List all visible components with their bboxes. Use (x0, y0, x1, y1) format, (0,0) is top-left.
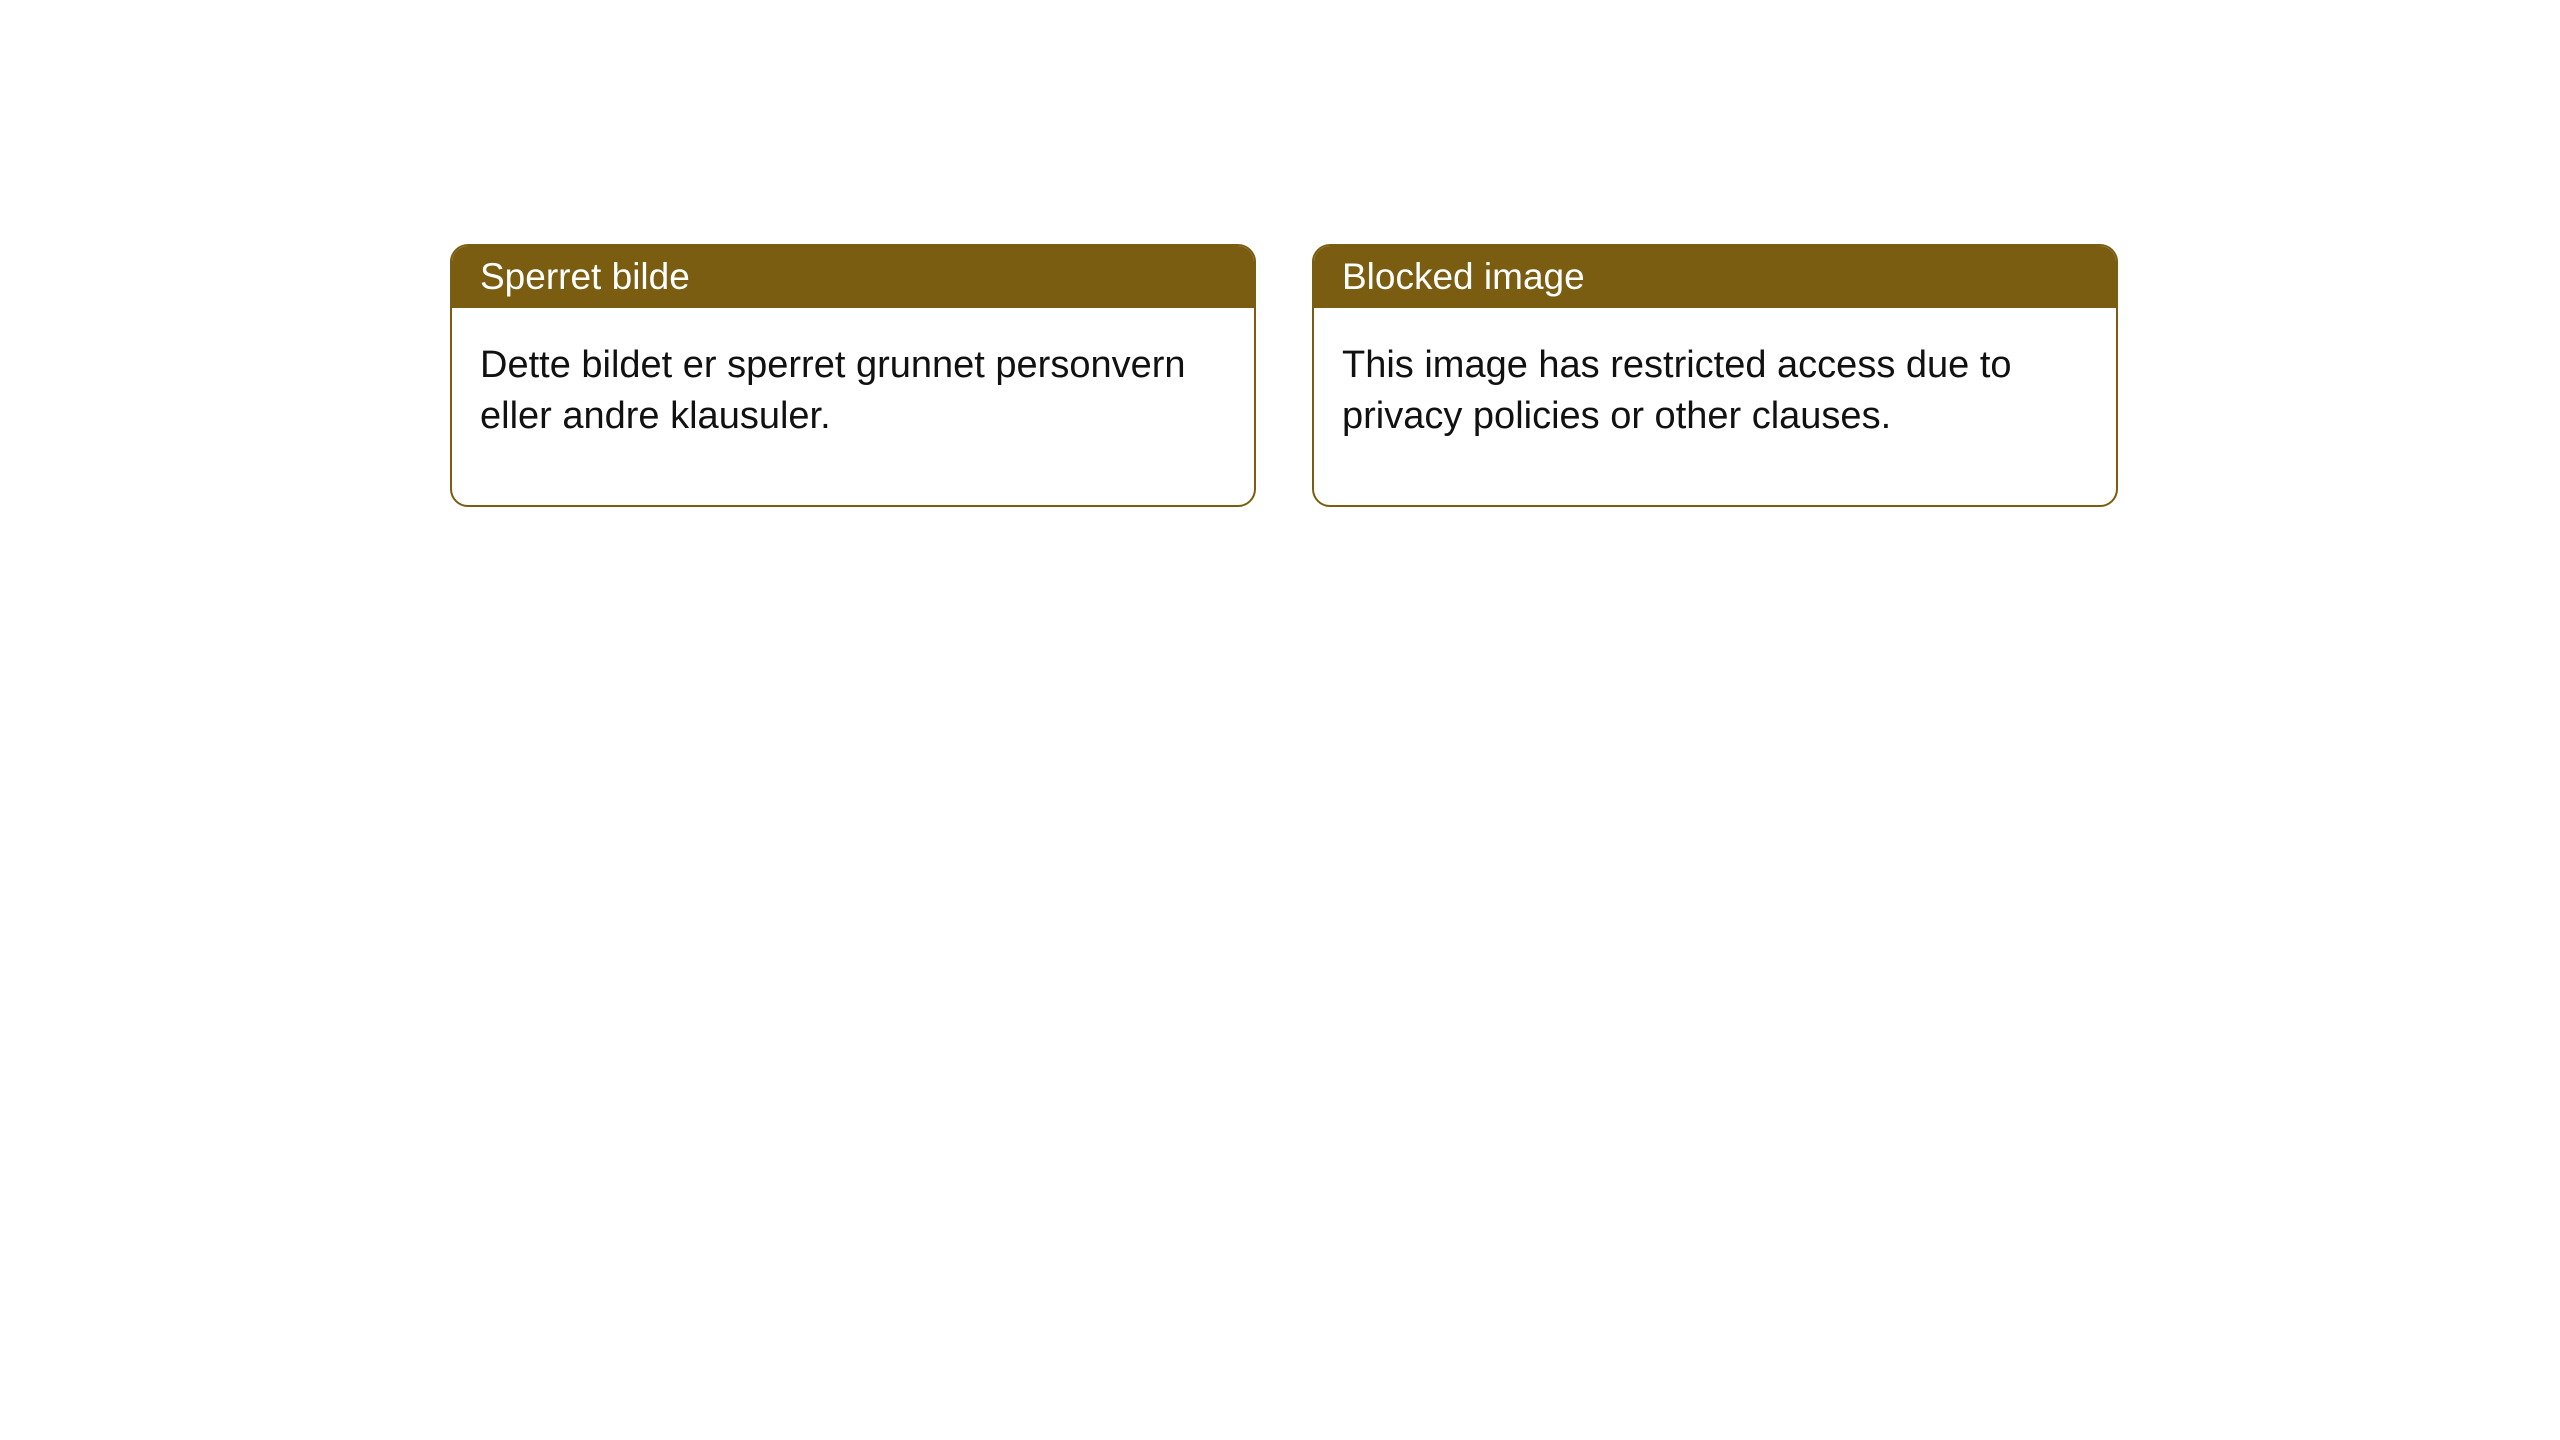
notice-card-english: Blocked image This image has restricted … (1312, 244, 2118, 507)
notice-card-norwegian: Sperret bilde Dette bildet er sperret gr… (450, 244, 1256, 507)
notice-container: Sperret bilde Dette bildet er sperret gr… (450, 244, 2118, 507)
notice-body: Dette bildet er sperret grunnet personve… (452, 308, 1254, 505)
notice-body: This image has restricted access due to … (1314, 308, 2116, 505)
notice-header: Blocked image (1314, 246, 2116, 308)
notice-header: Sperret bilde (452, 246, 1254, 308)
